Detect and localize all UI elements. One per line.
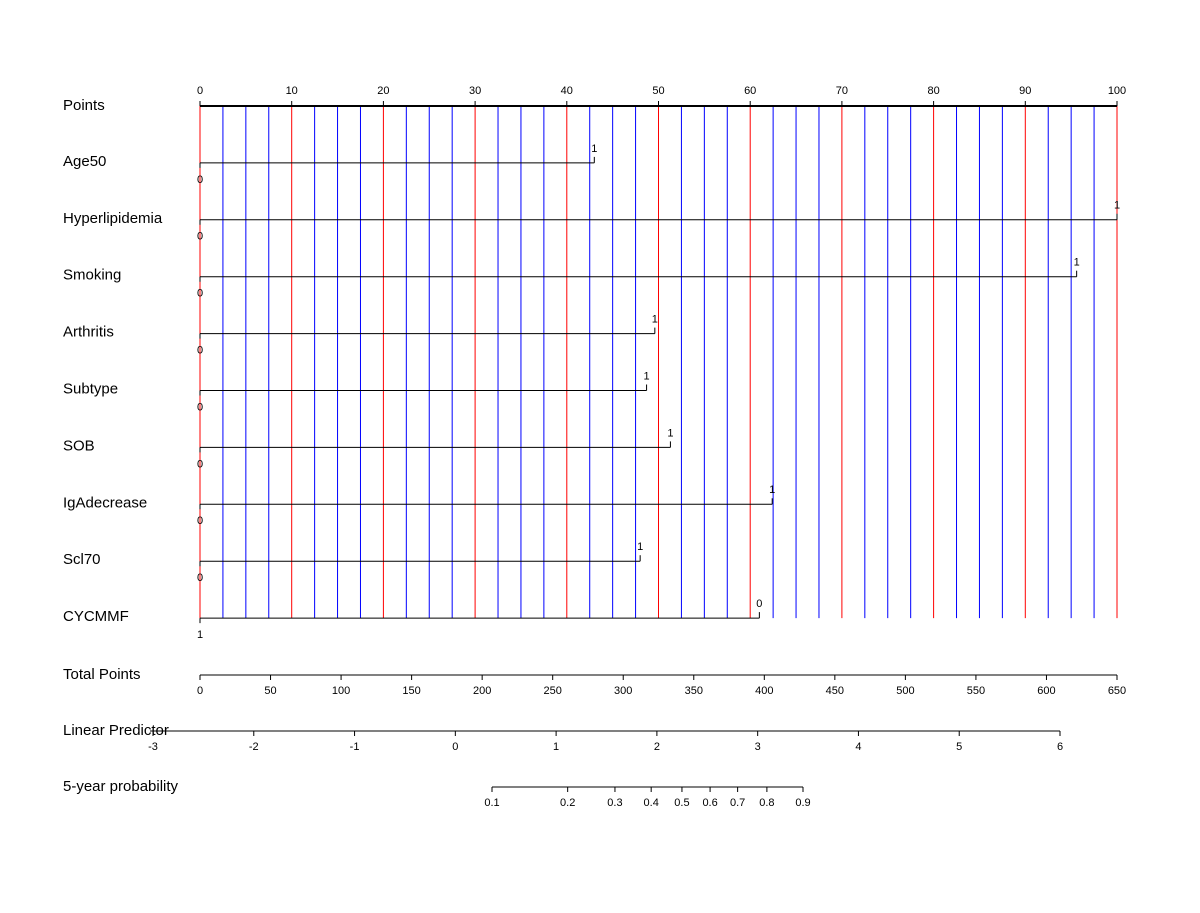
points-tick-label: 50 [652,85,664,97]
points-tick-label: 70 [836,85,848,97]
level-label: 1 [652,314,658,326]
level-label: 1 [1074,257,1080,269]
total-points-tick-label: 350 [685,685,703,697]
level-label: 0 [197,174,203,186]
points-tick-label: 90 [1019,85,1031,97]
row-label: Hyperlipidemia [63,210,163,227]
row-label: Linear Predictor [63,722,169,739]
linear-predictor-tick-label: 0 [452,741,458,753]
row-label: Total Points [63,666,141,683]
probability-tick-label: 0.5 [674,797,689,809]
level-label: 1 [591,143,597,155]
points-tick-label: 80 [927,85,939,97]
points-tick-label: 0 [197,85,203,97]
linear-predictor-tick-label: 4 [855,741,861,753]
linear-predictor-tick-label: 6 [1057,741,1063,753]
total-points-tick-label: 400 [755,685,773,697]
total-points-tick-label: 200 [473,685,491,697]
total-points-tick-label: 450 [826,685,844,697]
linear-predictor-tick-label: -2 [249,741,259,753]
level-label: 0 [756,598,762,610]
level-label: 0 [197,345,203,357]
probability-tick-label: 0.1 [484,797,499,809]
level-label: 0 [197,231,203,243]
points-tick-label: 40 [561,85,573,97]
row-label: IgAdecrease [63,494,147,511]
row-label: Subtype [63,380,118,397]
level-label: 0 [197,572,203,584]
probability-tick-label: 0.8 [759,797,774,809]
row-label: 5-year probability [63,778,179,795]
level-label: 0 [197,515,203,527]
probability-tick-label: 0.7 [730,797,745,809]
linear-predictor-tick-label: 2 [654,741,660,753]
total-points-tick-label: 500 [896,685,914,697]
total-points-tick-label: 100 [332,685,350,697]
level-label: 1 [769,484,775,496]
linear-predictor-tick-label: 3 [755,741,761,753]
points-tick-label: 10 [286,85,298,97]
row-label: Arthritis [63,324,114,341]
points-tick-label: 100 [1108,85,1126,97]
probability-tick-label: 0.3 [607,797,622,809]
probability-tick-label: 0.6 [702,797,717,809]
total-points-tick-label: 300 [614,685,632,697]
probability-tick-label: 0.4 [644,797,659,809]
level-label: 0 [197,288,203,300]
level-label: 0 [197,401,203,413]
row-label: Points [63,97,105,114]
probability-tick-label: 0.9 [795,797,810,809]
linear-predictor-tick-label: 1 [553,741,559,753]
total-points-tick-label: 150 [402,685,420,697]
total-points-tick-label: 50 [264,685,276,697]
level-label: 1 [1114,200,1120,212]
row-label: Age50 [63,153,106,170]
linear-predictor-tick-label: 5 [956,741,962,753]
total-points-tick-label: 550 [967,685,985,697]
total-points-tick-label: 250 [544,685,562,697]
points-tick-label: 60 [744,85,756,97]
level-label: 1 [644,370,650,382]
points-tick-label: 20 [377,85,389,97]
row-label: Scl70 [63,551,101,568]
total-points-tick-label: 600 [1037,685,1055,697]
level-label: 0 [197,458,203,470]
total-points-tick-label: 650 [1108,685,1126,697]
linear-predictor-tick-label: -3 [148,741,158,753]
linear-predictor-tick-label: -1 [350,741,360,753]
row-label: CYCMMF [63,608,129,625]
level-label: 1 [667,427,673,439]
row-label: Smoking [63,267,121,284]
level-label: 1 [197,629,203,641]
total-points-tick-label: 0 [197,685,203,697]
row-label: SOB [63,437,95,454]
probability-tick-label: 0.2 [560,797,575,809]
points-tick-label: 30 [469,85,481,97]
level-label: 1 [637,541,643,553]
